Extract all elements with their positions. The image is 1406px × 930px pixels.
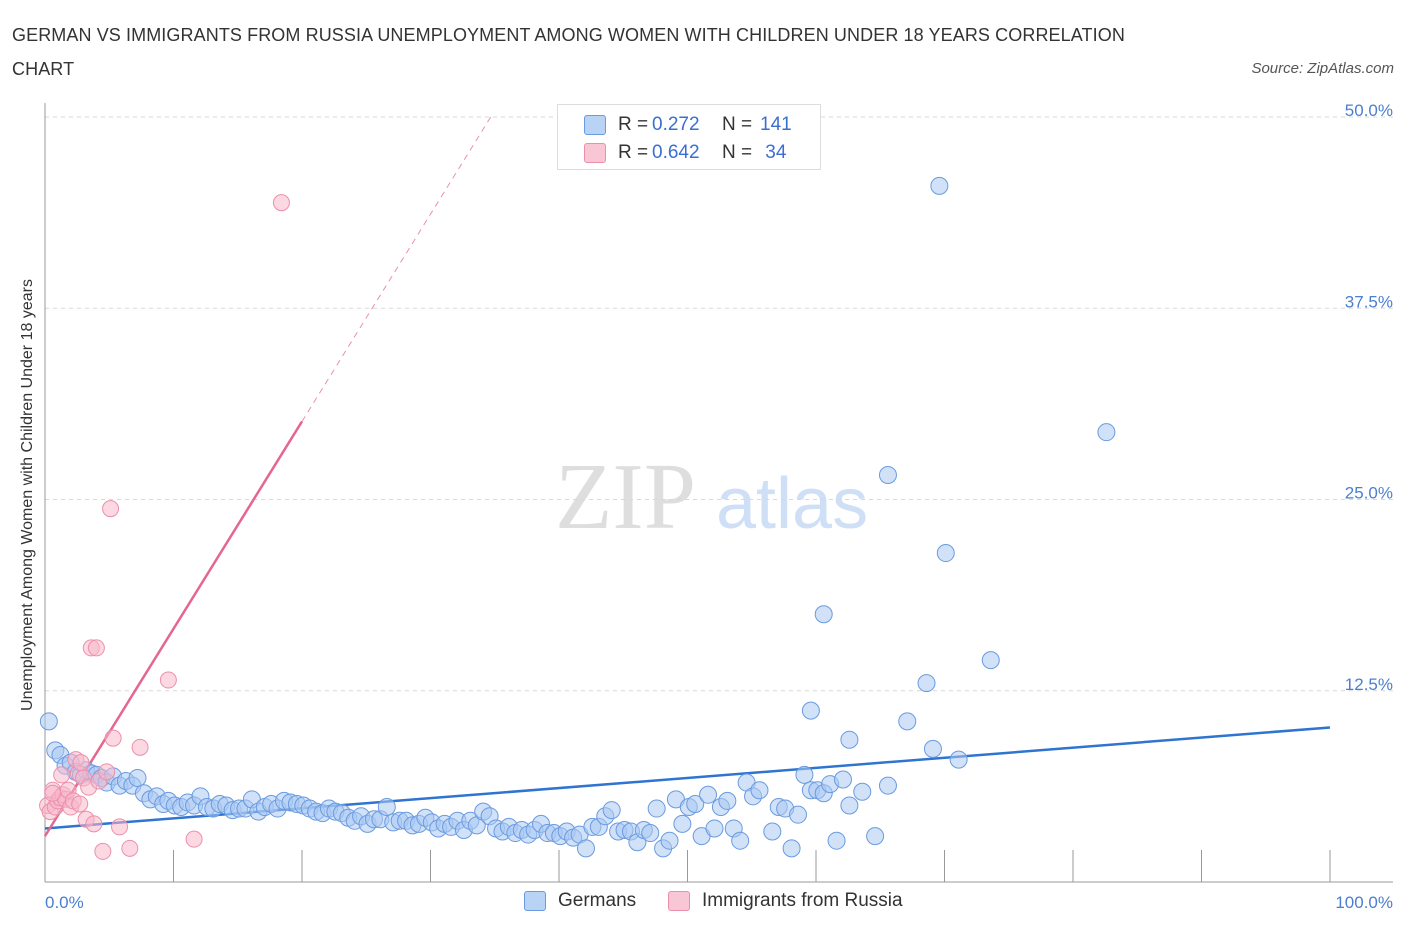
russia-point bbox=[111, 818, 129, 836]
y-tick-label: 12.5% bbox=[1345, 675, 1393, 694]
german-point bbox=[660, 831, 679, 850]
german-point bbox=[878, 776, 897, 795]
russia-point bbox=[72, 754, 90, 772]
russia-point bbox=[94, 842, 112, 860]
german-point bbox=[981, 651, 1000, 670]
russia-points bbox=[39, 194, 290, 860]
german-point bbox=[641, 824, 660, 843]
german-point bbox=[866, 827, 885, 846]
german-point bbox=[576, 839, 595, 858]
grid-lines bbox=[45, 116, 1393, 692]
german-swatch bbox=[584, 115, 606, 135]
german-point bbox=[923, 739, 942, 758]
german-point bbox=[699, 785, 718, 804]
russia-swatch bbox=[584, 143, 606, 163]
x-tick-label: 0.0% bbox=[45, 893, 84, 912]
correlation-legend: R = 0.272 N = 141 R = 0.642 N = 34 bbox=[557, 104, 821, 170]
german-point bbox=[705, 819, 724, 838]
russia-point bbox=[104, 729, 122, 747]
german-point bbox=[840, 796, 859, 815]
german-point bbox=[763, 822, 782, 841]
y-tick-label: 37.5% bbox=[1345, 292, 1393, 311]
german-point bbox=[917, 674, 936, 693]
watermark-atlas: atlas bbox=[716, 464, 868, 544]
german-point bbox=[128, 768, 147, 787]
legend-germans-label: Germans bbox=[558, 890, 637, 911]
legend-russia-label: Immigrants from Russia bbox=[702, 890, 903, 911]
german-point bbox=[936, 544, 955, 563]
german-point bbox=[1097, 423, 1116, 442]
german-point bbox=[686, 794, 705, 813]
russia-point bbox=[121, 839, 139, 857]
german-point bbox=[853, 782, 872, 801]
legend-row-german: R = 0.272 N = 141 bbox=[584, 113, 792, 137]
german-point bbox=[39, 712, 58, 731]
legend-russia-n: 34 bbox=[760, 142, 787, 163]
source-label: Source: ZipAtlas.com bbox=[1251, 60, 1394, 77]
legend-german-r: 0.272 bbox=[652, 114, 700, 135]
legend-n-label: N = bbox=[722, 114, 753, 135]
german-point bbox=[878, 466, 897, 485]
axes bbox=[44, 103, 1393, 883]
russia-point bbox=[71, 795, 89, 813]
german-point bbox=[898, 712, 917, 731]
german-point bbox=[827, 831, 846, 850]
german-point bbox=[795, 765, 814, 784]
legend-row-russia: R = 0.642 N = 34 bbox=[584, 141, 786, 165]
german-point bbox=[673, 814, 692, 833]
russia-point bbox=[87, 639, 105, 657]
german-point bbox=[731, 831, 750, 850]
x-tick-label: 100.0% bbox=[1335, 893, 1393, 912]
german-point bbox=[377, 798, 396, 817]
german-point bbox=[602, 801, 621, 820]
german-points bbox=[39, 176, 1116, 858]
german-point bbox=[647, 799, 666, 818]
legend-german-n: 141 bbox=[760, 114, 792, 135]
german-point bbox=[930, 176, 949, 195]
chart-title: GERMAN VS IMMIGRANTS FROM RUSSIA UNEMPLO… bbox=[12, 25, 1125, 79]
legend-item-germans: Germans bbox=[524, 890, 636, 912]
russia-point bbox=[272, 194, 290, 212]
series-legend: Germans Immigrants from Russia bbox=[0, 890, 1406, 916]
watermark-zip: ZIP bbox=[555, 445, 696, 549]
german-point bbox=[750, 781, 769, 800]
german-point bbox=[789, 805, 808, 824]
russia-point bbox=[159, 671, 177, 689]
russia-point bbox=[53, 766, 71, 784]
legend-item-russia: Immigrants from Russia bbox=[668, 890, 903, 912]
german-point bbox=[840, 730, 859, 749]
russia-point bbox=[185, 830, 203, 848]
x-tick-labels: 0.0% 100.0% bbox=[45, 893, 1393, 912]
russia-trend-extension bbox=[301, 116, 492, 422]
russia-point bbox=[98, 763, 116, 781]
legend-r-label: R = bbox=[618, 142, 649, 163]
germans-swatch bbox=[524, 891, 546, 911]
german-point bbox=[949, 750, 968, 769]
russia-point bbox=[102, 500, 120, 518]
y-tick-labels: 12.5% 25.0% 37.5% 50.0% bbox=[1345, 101, 1393, 694]
y-tick-label: 25.0% bbox=[1345, 484, 1393, 503]
german-point bbox=[814, 605, 833, 624]
russia-point bbox=[85, 815, 103, 833]
legend-russia-r: 0.642 bbox=[652, 142, 700, 163]
russia-point bbox=[44, 784, 62, 802]
russia-point bbox=[131, 738, 149, 756]
german-point bbox=[833, 770, 852, 789]
legend-n-label: N = bbox=[722, 142, 753, 163]
legend-r-label: R = bbox=[618, 114, 649, 135]
german-point bbox=[782, 839, 801, 858]
y-tick-label: 50.0% bbox=[1345, 101, 1393, 120]
russia-legend-swatch bbox=[668, 891, 690, 911]
german-point bbox=[718, 791, 737, 810]
watermark: ZIP atlas bbox=[555, 445, 868, 549]
german-point bbox=[801, 701, 820, 720]
